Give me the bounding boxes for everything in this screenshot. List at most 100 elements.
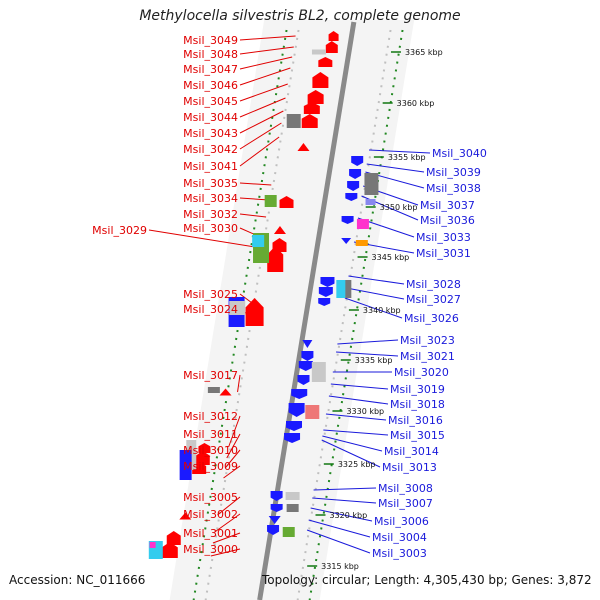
gene-forward bbox=[318, 57, 333, 67]
gene-label-right: Msil_3019 bbox=[390, 383, 445, 396]
gene-reverse bbox=[285, 492, 300, 500]
gene-forward bbox=[325, 41, 338, 53]
gene-label-right: Msil_3014 bbox=[384, 445, 439, 458]
leader-line-left bbox=[214, 513, 241, 533]
leader-line-left bbox=[239, 122, 282, 150]
leader-line-left bbox=[239, 293, 253, 304]
gene-label-left: Msil_3024 bbox=[183, 303, 238, 316]
tick-label: 3335 kbp bbox=[355, 356, 393, 365]
leader-line-right bbox=[308, 519, 371, 538]
leader-line-right bbox=[325, 413, 387, 421]
gene-forward bbox=[307, 90, 324, 104]
gene-label-right: Msil_3016 bbox=[388, 414, 443, 427]
gene-reverse bbox=[320, 277, 335, 287]
gene-forward bbox=[161, 542, 178, 558]
gene-reverse bbox=[305, 405, 320, 419]
topology-text: Topology: circular; Length: 4,305,430 bp… bbox=[262, 573, 592, 587]
gene-reverse bbox=[270, 504, 283, 512]
gene-reverse bbox=[345, 193, 358, 201]
gene-reverse bbox=[291, 389, 308, 399]
leader-line-left bbox=[239, 97, 286, 118]
gene-label-left: Msil_3044 bbox=[183, 111, 238, 124]
gene-label-left: Msil_3029 bbox=[92, 224, 147, 237]
gene-label-right: Msil_3028 bbox=[406, 278, 461, 291]
gene-label-right: Msil_3018 bbox=[390, 398, 445, 411]
leader-line-left bbox=[239, 197, 269, 201]
gene-label-right: Msil_3039 bbox=[426, 166, 481, 179]
gene-label-right: Msil_3031 bbox=[416, 247, 471, 260]
gene-label-left: Msil_3030 bbox=[183, 222, 238, 235]
map-title: Methylocella silvestris BL2, complete ge… bbox=[139, 8, 461, 24]
gene-label-left: Msil_3002 bbox=[183, 508, 238, 521]
leader-line-right bbox=[310, 507, 373, 522]
leader-line-left bbox=[239, 213, 267, 218]
genome-backbone bbox=[257, 21, 357, 600]
gene-label-right: Msil_3037 bbox=[420, 199, 475, 212]
gene-forward bbox=[207, 387, 220, 393]
gene-reverse bbox=[270, 491, 283, 501]
gene-label-left: Msil_3017 bbox=[183, 369, 238, 382]
gene-label-right: Msil_3033 bbox=[416, 231, 471, 244]
gene-reverse bbox=[298, 361, 313, 371]
leader-line-right bbox=[336, 351, 399, 357]
leader-line-left bbox=[228, 415, 241, 448]
gene-reverse bbox=[365, 199, 376, 205]
tick-label: 3320 kbp bbox=[330, 511, 368, 520]
leader-line-left bbox=[237, 374, 241, 393]
gene-label-left: Msil_3041 bbox=[183, 160, 238, 173]
gene-label-right: Msil_3021 bbox=[400, 350, 455, 363]
gene-forward bbox=[198, 443, 211, 453]
gene-label-left: Msil_3045 bbox=[183, 95, 238, 108]
leader-line-right bbox=[328, 395, 389, 405]
tick-label: 3345 kbp bbox=[372, 253, 410, 262]
gene-forward bbox=[279, 196, 294, 208]
gene-forward bbox=[149, 542, 156, 548]
dotted-line-right bbox=[308, 29, 404, 600]
gene-reverse bbox=[355, 240, 368, 246]
gene-label-right: Msil_3026 bbox=[404, 312, 459, 325]
leader-line-right bbox=[306, 529, 371, 554]
leader-line-left bbox=[226, 433, 241, 459]
dotted-line-right-inner bbox=[296, 29, 392, 600]
gene-label-left: Msil_3011 bbox=[183, 428, 238, 441]
gene-label-right: Msil_3036 bbox=[420, 214, 475, 227]
leader-line-right bbox=[348, 275, 405, 285]
leader-line-left bbox=[212, 532, 241, 544]
tick-label: 3365 kbp bbox=[405, 48, 443, 57]
gene-reverse bbox=[268, 516, 281, 524]
tick-label: 3325 kbp bbox=[338, 460, 376, 469]
gene-label-left: Msil_3048 bbox=[183, 48, 238, 61]
gene-label-left: Msil_3043 bbox=[183, 127, 238, 140]
map-band bbox=[169, 20, 415, 600]
leader-line-right bbox=[337, 339, 399, 345]
gene-reverse bbox=[341, 216, 354, 224]
leader-line-left bbox=[239, 35, 296, 41]
gene-label-left: Msil_3010 bbox=[183, 444, 238, 457]
gene-reverse bbox=[297, 375, 310, 385]
gene-reverse bbox=[364, 173, 379, 195]
gene-forward bbox=[311, 49, 326, 55]
gene-forward bbox=[286, 114, 301, 128]
gene-reverse bbox=[356, 219, 369, 229]
gene-forward bbox=[179, 512, 192, 520]
gene-label-right: Msil_3007 bbox=[378, 497, 433, 510]
gene-label-left: Msil_3049 bbox=[183, 34, 238, 47]
gene-reverse bbox=[284, 433, 301, 443]
gene-forward bbox=[312, 72, 329, 88]
gene-reverse bbox=[311, 362, 326, 382]
leader-line-left bbox=[239, 136, 280, 167]
gene-label-right: Msil_3015 bbox=[390, 429, 445, 442]
gene-label-right: Msil_3006 bbox=[374, 515, 429, 528]
leader-line-left bbox=[217, 496, 241, 516]
tick-label: 3330 kbp bbox=[346, 407, 384, 416]
gene-reverse bbox=[267, 525, 280, 535]
leader-line-right bbox=[344, 297, 403, 319]
leader-line-left bbox=[210, 548, 241, 557]
gene-reverse bbox=[302, 340, 313, 348]
leader-line-right bbox=[322, 435, 383, 452]
gene-label-right: Msil_3004 bbox=[372, 531, 427, 544]
gene-forward bbox=[179, 450, 192, 480]
gene-reverse bbox=[347, 181, 360, 191]
gene-label-right: Msil_3008 bbox=[378, 482, 433, 495]
gene-label-left: Msil_3032 bbox=[183, 208, 238, 221]
